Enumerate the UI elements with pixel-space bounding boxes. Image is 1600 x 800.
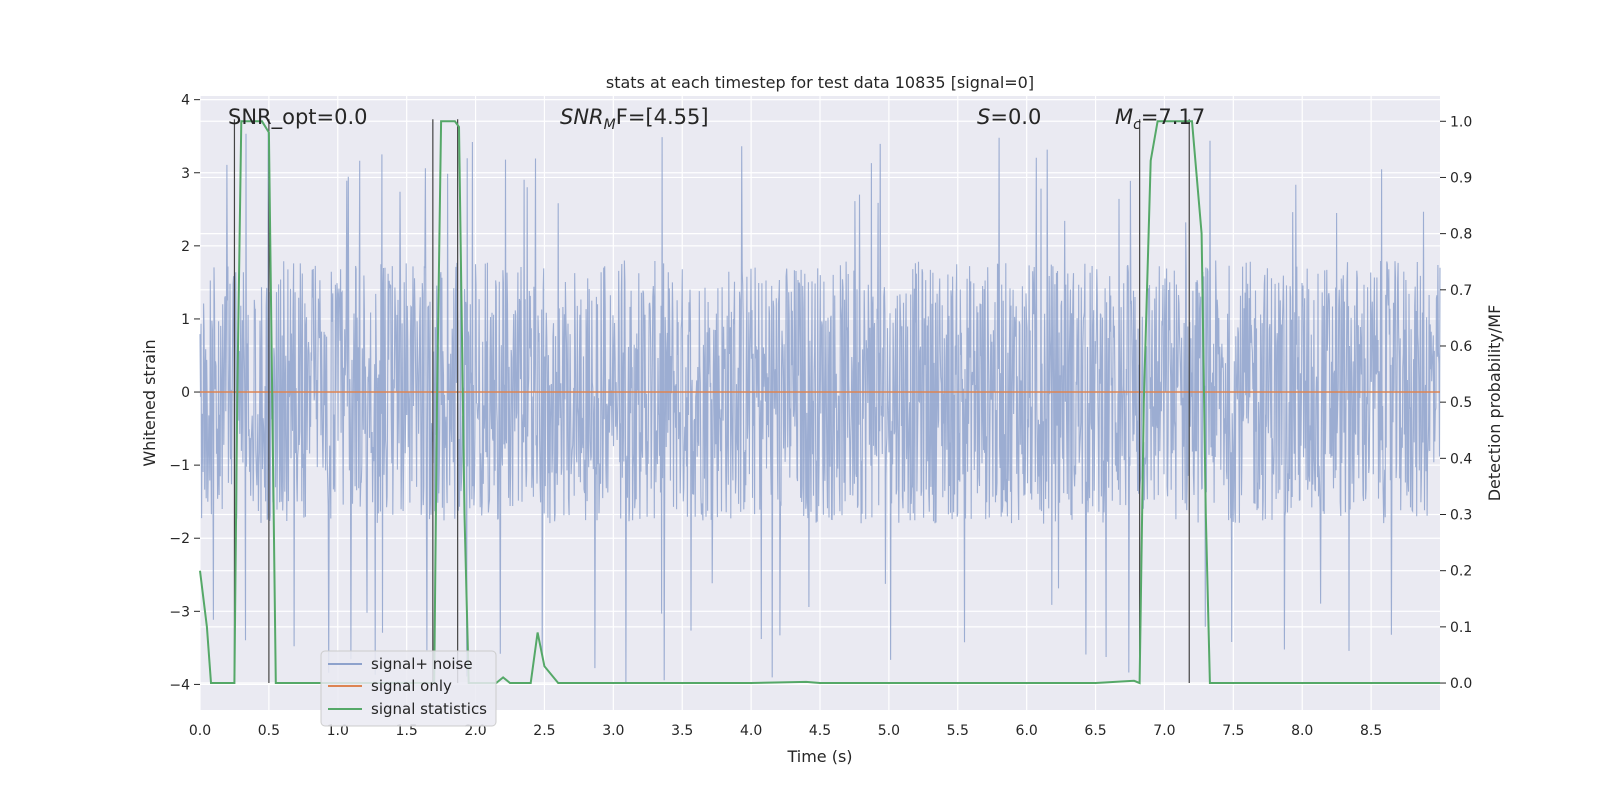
annotation-mc-symbol: M	[1115, 105, 1133, 129]
x-tick-label: 5.0	[878, 723, 900, 739]
annotation-snr-mf: SNRMF=[4.55]	[560, 105, 709, 133]
x-tick-label: 8.5	[1360, 723, 1382, 739]
y-tick-label-right: 0.0	[1450, 676, 1472, 692]
signal-noise-line	[199, 132, 1441, 683]
legend: signal+ noise signal only signal statist…	[320, 650, 497, 727]
x-tick-label: 5.5	[947, 723, 969, 739]
annotation-s: S=0.0	[977, 105, 1041, 129]
series-signal-statistics	[199, 120, 1440, 685]
annotation-mc-subscript: c	[1133, 117, 1141, 133]
x-tick-label: 7.0	[1153, 723, 1175, 739]
y-tick-label-right: 0.2	[1450, 564, 1472, 580]
annotation-snr-mf-subscript: M	[604, 117, 616, 133]
x-tick-label: 3.5	[671, 723, 693, 739]
y-tick-label-left: 0	[181, 385, 190, 401]
x-ticks: 0.0 0.5 1.0 1.5 2.0 2.5 3.0 3.5 4.0 4.5 5.0 5.5 6.0 6…	[189, 723, 1382, 739]
annotation-snr-opt: SNR_opt=0.0	[228, 105, 368, 130]
legend-label-signal-only: signal only	[371, 677, 452, 695]
x-tick-label: 4.0	[740, 723, 762, 739]
y-axis-label-left: Whitened strain	[140, 339, 159, 466]
y-tick-label-left: −1	[169, 458, 190, 474]
y-tick-label-right: 0.5	[1450, 395, 1472, 411]
x-tick-label: 0.0	[189, 723, 211, 739]
y-tick-label-right: 0.6	[1450, 339, 1472, 355]
y-tick-label-left: 3	[181, 166, 190, 182]
annotation-mc: Mc=7.17	[1115, 105, 1205, 133]
annotation-snr-mf-symbol: SNR	[560, 105, 604, 129]
y-tick-label-left: 2	[181, 239, 190, 255]
x-tick-label: 7.5	[1222, 723, 1244, 739]
annotation-mc-value: =7.17	[1141, 105, 1205, 129]
y-tick-label-right: 0.3	[1450, 508, 1472, 524]
y-tick-label-left: 4	[181, 93, 190, 109]
y-axis-label-right: Detection probability/MF	[1485, 305, 1504, 502]
x-axis-label: Time (s)	[786, 747, 852, 766]
chart-title: stats at each timestep for test data 108…	[606, 73, 1034, 92]
x-tick-label: 6.5	[1084, 723, 1106, 739]
x-tick-label: 2.0	[464, 723, 486, 739]
x-tick-label: 6.0	[1016, 723, 1038, 739]
annotation-s-symbol: S	[977, 105, 990, 129]
x-tick-label: 1.0	[327, 723, 349, 739]
x-tick-label: 4.5	[809, 723, 831, 739]
y-tick-label-left: −3	[169, 604, 190, 620]
y-tick-label-right: 0.7	[1450, 283, 1472, 299]
y-tick-label-right: 0.9	[1450, 170, 1472, 186]
y-tick-label-right: 0.8	[1450, 227, 1472, 243]
x-tick-label: 2.5	[533, 723, 555, 739]
y-tick-label-right: 0.1	[1450, 620, 1472, 636]
legend-label-signal-statistics: signal statistics	[371, 700, 487, 718]
annotation-snr-mf-value: F=[4.55]	[616, 105, 709, 129]
x-tick-label: 1.5	[396, 723, 418, 739]
y-tick-label-left: −4	[169, 677, 190, 693]
y-tick-label-left: 1	[181, 312, 190, 328]
y-tick-label-left: −2	[169, 531, 190, 547]
event-lines	[233, 119, 1190, 684]
legend-label-signal-noise: signal+ noise	[371, 655, 473, 673]
x-tick-label: 0.5	[258, 723, 280, 739]
annotation-s-value: =0.0	[990, 105, 1041, 129]
y-ticks-left: −4 −3 −2 −1 0 1 2 3 4	[169, 93, 200, 693]
x-tick-label: 8.0	[1291, 723, 1313, 739]
y-tick-label-right: 0.4	[1450, 451, 1472, 467]
x-tick-label: 3.0	[602, 723, 624, 739]
y-tick-label-right: 1.0	[1450, 114, 1472, 130]
legend-box	[320, 650, 497, 727]
y-ticks-right: 0.0 0.1 0.2 0.3 0.4 0.5 0.6 0.7 0.8 0.9 1.0	[1440, 114, 1472, 692]
series-signal-noise	[199, 132, 1441, 683]
signal-statistics-line	[199, 120, 1440, 685]
